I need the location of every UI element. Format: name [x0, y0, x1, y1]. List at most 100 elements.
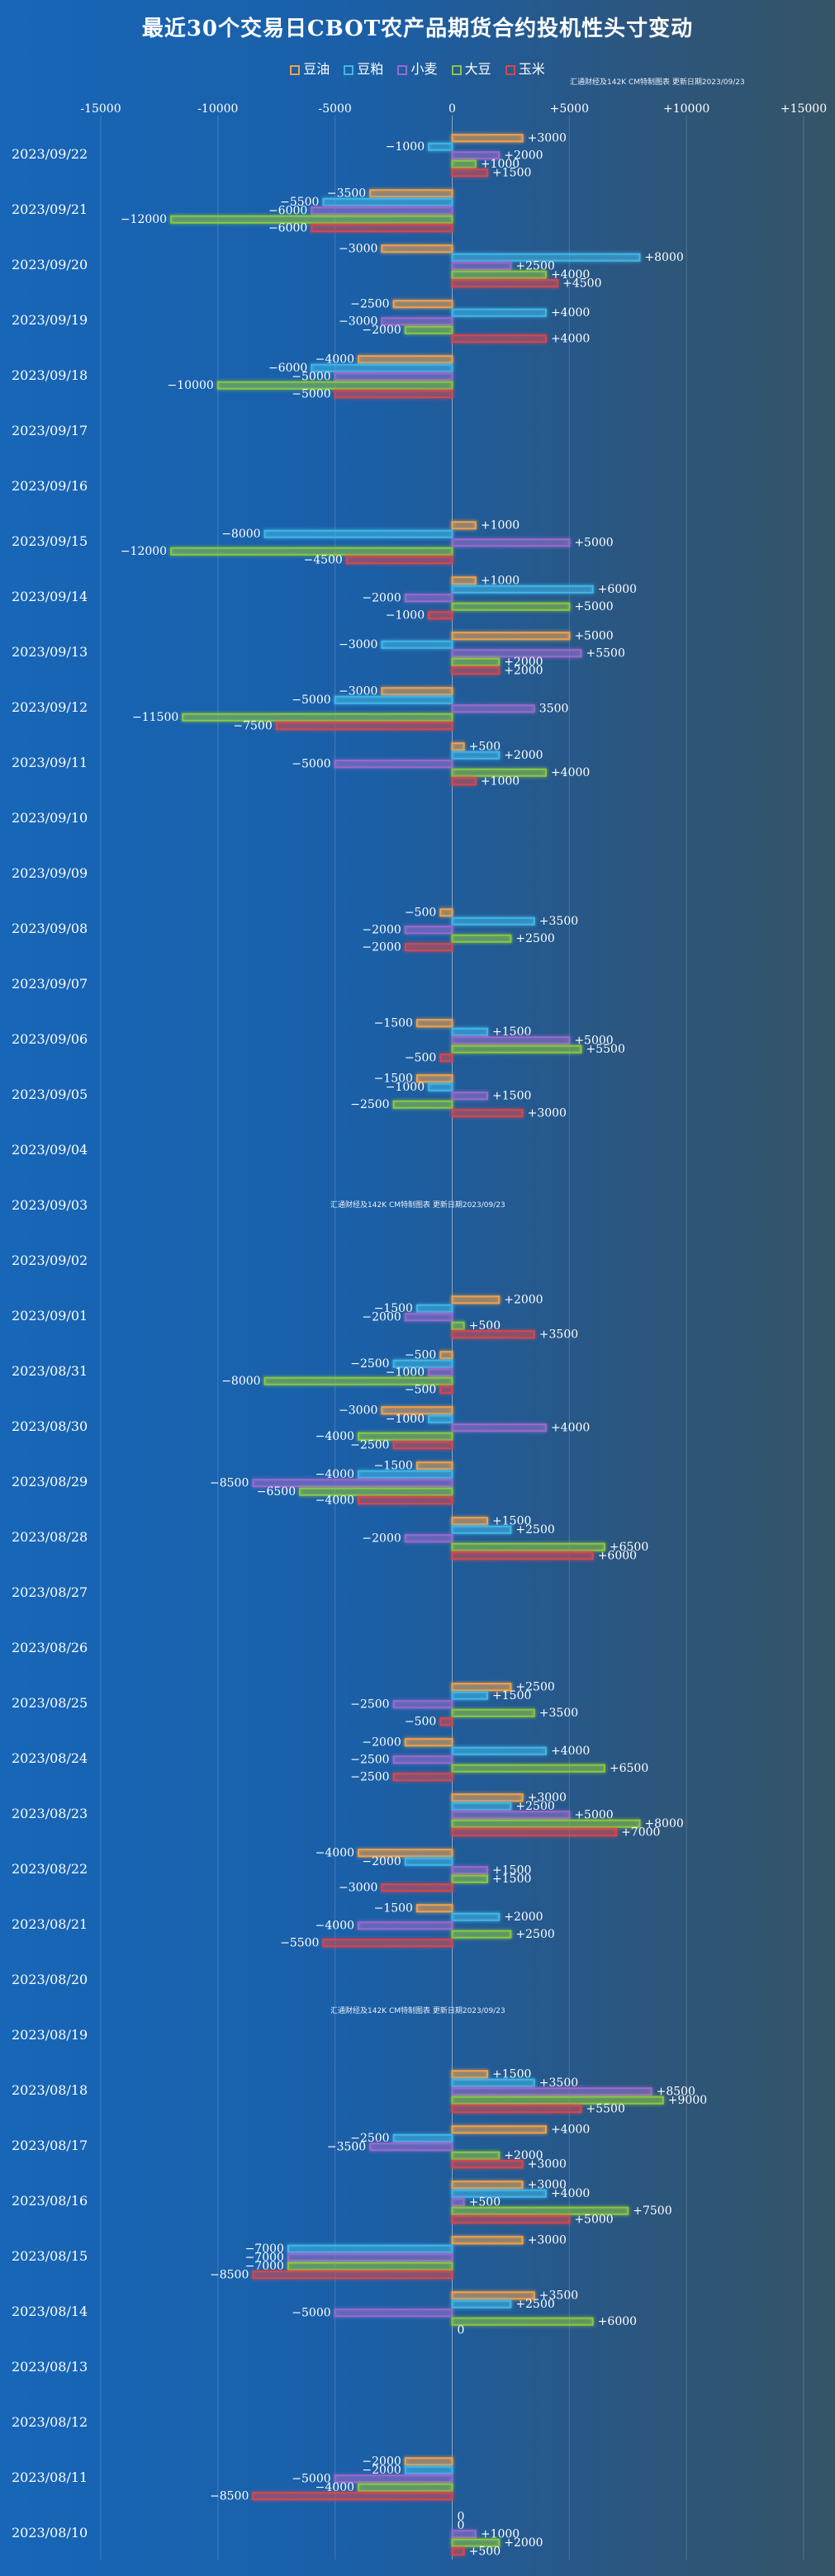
bar [451, 632, 571, 641]
bar [451, 134, 524, 143]
legend-swatch-soymeal [344, 65, 354, 75]
data-label: +8500 [657, 2086, 695, 2099]
data-label: −5000 [292, 2307, 330, 2320]
data-label: −7000 [245, 2242, 284, 2256]
bar [451, 1746, 547, 1755]
data-label: +2000 [504, 1294, 543, 1307]
bar [451, 334, 547, 343]
bar [451, 1930, 512, 1939]
data-label: −2000 [362, 1532, 401, 1546]
data-label: +500 [469, 2196, 501, 2209]
bar [381, 640, 453, 649]
category-label: 2023/08/25 [12, 1695, 88, 1711]
category-label: 2023/09/11 [12, 755, 88, 770]
x-tick-label: +5000 [550, 102, 589, 116]
data-label: +6000 [598, 2315, 637, 2328]
bar [451, 1295, 501, 1305]
bar [392, 1700, 453, 1709]
data-label: −8500 [210, 2490, 249, 2503]
legend-item-soyoil[interactable]: 豆油 [290, 58, 330, 78]
chart-title: 最近30个交易日CBOT农产品期货合约投机性头寸变动 [141, 17, 694, 41]
data-label: +5000 [574, 1035, 613, 1048]
data-label: +2500 [515, 1800, 554, 1813]
bar [216, 381, 453, 390]
bar [345, 556, 453, 565]
bar [358, 355, 453, 364]
legend-item-corn[interactable]: 玉米 [505, 58, 545, 78]
category-label: 2023/09/07 [12, 976, 88, 992]
data-label: −4000 [315, 1468, 354, 1481]
bar [451, 2291, 535, 2300]
data-label: −5000 [292, 758, 330, 771]
bar [299, 1487, 453, 1496]
category-label: 2023/08/19 [12, 2027, 88, 2043]
bar [451, 2160, 524, 2169]
x-tick-label: -5000 [318, 102, 351, 116]
category-label: 2023/09/05 [12, 1087, 88, 1102]
data-label: +1500 [492, 2068, 531, 2081]
watermark-note-2: 汇通财经及142K CM特制图表 更新日期2023/09/23 [330, 2007, 505, 2015]
bar [451, 2105, 582, 2114]
data-label: −7500 [233, 720, 272, 733]
bar [381, 687, 453, 696]
category-label: 2023/09/13 [12, 644, 88, 660]
data-label: +2500 [515, 932, 554, 945]
category-label: 2023/08/16 [12, 2193, 88, 2209]
legend: 豆油 豆粕 小麦 大豆 玉米 [0, 58, 835, 78]
bar [451, 270, 547, 279]
data-label: −1000 [386, 609, 425, 623]
legend-label-soymeal: 豆粕 [357, 61, 384, 77]
legend-item-soymeal[interactable]: 豆粕 [344, 58, 383, 78]
category-label: 2023/08/14 [12, 2304, 88, 2319]
bar [451, 751, 501, 760]
bar [451, 916, 535, 926]
bar [451, 2087, 652, 2096]
data-label: +6000 [598, 583, 637, 596]
bar [334, 760, 453, 769]
bar [451, 649, 582, 658]
bar [358, 1470, 453, 1479]
data-label: −2000 [362, 1855, 401, 1868]
bar [439, 1717, 453, 1726]
bar [322, 197, 453, 206]
data-label: +6500 [610, 1762, 648, 1775]
data-label: −2500 [350, 1439, 389, 1452]
data-label: 0 [458, 2324, 465, 2337]
category-label: 2023/08/21 [12, 1916, 88, 1932]
bar [451, 1027, 489, 1036]
data-label: +4000 [551, 2124, 590, 2137]
bar [392, 2133, 453, 2143]
data-label: −4000 [315, 353, 354, 367]
data-label: −4000 [315, 1430, 354, 1443]
bar [334, 390, 453, 399]
category-label: 2023/09/09 [12, 865, 88, 881]
data-label: +500 [469, 741, 501, 754]
data-label: −500 [405, 1052, 436, 1065]
bar [451, 742, 465, 751]
legend-item-soybean[interactable]: 大豆 [451, 58, 491, 78]
source-note: 汇通财经及142K CM特制图表 更新日期2023/09/23 [570, 78, 745, 87]
bar [451, 2198, 465, 2207]
data-label: 0 [458, 2519, 465, 2532]
data-label: −4000 [315, 2481, 354, 2494]
bar [451, 1793, 524, 1802]
bar [451, 279, 559, 288]
data-label: −5500 [280, 1937, 319, 1950]
legend-item-wheat[interactable]: 小麦 [397, 58, 438, 78]
data-label: +4000 [551, 306, 590, 320]
bar [451, 2530, 477, 2539]
data-label: +1500 [492, 1873, 531, 1886]
category-label: 2023/08/29 [12, 1474, 88, 1489]
data-label: −4000 [315, 1847, 354, 1860]
data-label: +3000 [528, 132, 567, 145]
data-label: −2500 [350, 298, 389, 311]
category-label: 2023/09/17 [12, 423, 88, 438]
bar [439, 1351, 453, 1360]
bar [451, 2236, 524, 2245]
bar [392, 1441, 453, 1450]
data-label: −1000 [386, 1366, 425, 1380]
bar [358, 1496, 453, 1505]
data-label: +5000 [574, 2214, 613, 2227]
bar [381, 1406, 453, 1415]
